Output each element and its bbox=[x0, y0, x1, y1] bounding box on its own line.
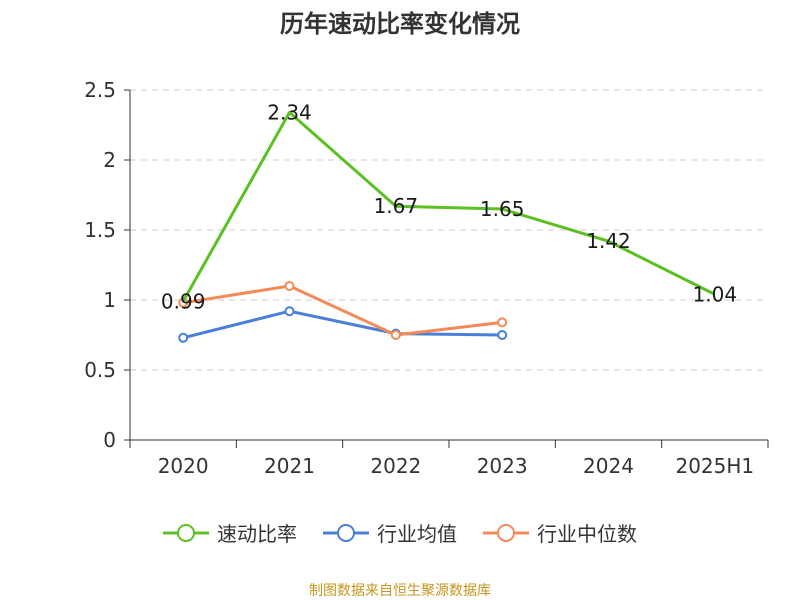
legend-label: 速动比率 bbox=[217, 522, 297, 546]
y-tick-label: 1 bbox=[103, 288, 116, 312]
series-line bbox=[181, 110, 716, 303]
legend: 速动比率 行业均值 行业中位数 bbox=[0, 518, 800, 547]
y-tick-label: 2.5 bbox=[84, 78, 116, 102]
y-tick-label: 1.5 bbox=[84, 218, 116, 242]
source-note: 制图数据来自恒生聚源数据库 bbox=[309, 583, 491, 599]
legend-line-icon bbox=[323, 523, 369, 542]
y-tick-label: 2 bbox=[103, 148, 116, 172]
y-tick-label: 0.5 bbox=[84, 358, 116, 382]
x-tick-label: 2025H1 bbox=[675, 454, 754, 478]
data-point[interactable] bbox=[284, 281, 295, 291]
x-tick-label: 2020 bbox=[158, 454, 209, 478]
x-tick-label: 2022 bbox=[370, 454, 421, 478]
data-label: 2.34 bbox=[267, 100, 312, 124]
legend-item-0[interactable]: 速动比率 bbox=[163, 518, 297, 547]
x-tick-label: 2024 bbox=[583, 454, 634, 478]
data-label: 1.65 bbox=[480, 197, 525, 221]
data-point[interactable] bbox=[497, 317, 508, 328]
legend-item-1[interactable]: 行业均值 bbox=[323, 518, 457, 547]
data-label: 1.67 bbox=[374, 194, 419, 218]
data-label: 1.04 bbox=[693, 282, 738, 306]
data-point[interactable] bbox=[497, 330, 508, 340]
y-tick-label: 0 bbox=[103, 428, 116, 452]
legend-line-icon bbox=[483, 523, 529, 542]
data-label: 1.42 bbox=[586, 229, 631, 253]
series-line bbox=[182, 309, 503, 340]
legend-item-2[interactable]: 行业中位数 bbox=[483, 518, 637, 547]
chart-title: 历年速动比率变化情况 bbox=[280, 10, 520, 38]
data-point[interactable] bbox=[390, 330, 401, 340]
data-point[interactable] bbox=[284, 306, 295, 317]
legend-label: 行业均值 bbox=[377, 522, 457, 546]
x-tick-label: 2021 bbox=[264, 454, 315, 478]
series-line bbox=[182, 284, 503, 337]
legend-line-icon bbox=[163, 523, 209, 542]
x-tick-label: 2023 bbox=[477, 454, 528, 478]
data-label: 0.99 bbox=[161, 289, 206, 313]
data-point[interactable] bbox=[178, 332, 189, 343]
legend-label: 行业中位数 bbox=[537, 522, 637, 546]
